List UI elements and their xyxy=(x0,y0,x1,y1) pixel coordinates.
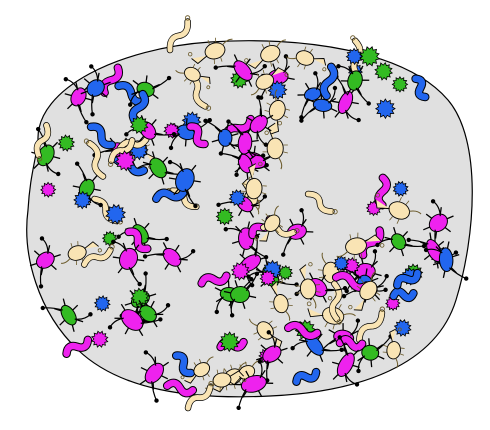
magenta-rod xyxy=(124,227,152,254)
blue-rod xyxy=(389,287,418,303)
cream-phage xyxy=(286,46,327,72)
blue-rod xyxy=(319,62,339,101)
blue-bug xyxy=(423,241,469,281)
cream-phage xyxy=(187,37,233,65)
cream-phage xyxy=(175,63,211,90)
green-bug xyxy=(223,271,260,318)
cream-phage xyxy=(295,262,321,309)
green-bug xyxy=(375,226,427,257)
cream-phage xyxy=(269,278,293,321)
magenta-bug xyxy=(107,303,163,337)
cream-phage xyxy=(382,327,405,369)
magenta-rod xyxy=(284,320,322,341)
cream-worm xyxy=(184,380,214,412)
cream-phage xyxy=(60,241,102,265)
magenta-spiky-coccus xyxy=(114,150,136,172)
cream-phage xyxy=(180,356,214,384)
blue-rod xyxy=(292,367,321,386)
magenta-rod xyxy=(335,334,367,352)
blue-rod xyxy=(171,351,196,378)
green-spiky-coccus xyxy=(374,61,394,81)
blue-spiky-coccus xyxy=(393,319,412,337)
magenta-bug xyxy=(331,335,360,387)
magenta-bug xyxy=(63,77,93,125)
green-spiky-coccus xyxy=(215,207,234,226)
cream-phage xyxy=(204,368,247,392)
cream-phage xyxy=(348,270,381,311)
cream-worm xyxy=(83,138,107,180)
blue-rod xyxy=(114,81,149,107)
cream-worm xyxy=(107,137,136,167)
blue-rod xyxy=(411,74,430,102)
magenta-bug xyxy=(142,242,196,273)
magenta-bug xyxy=(213,54,267,87)
organism-layer xyxy=(29,15,469,412)
blue-bug xyxy=(167,159,201,209)
blue-spiky-coccus xyxy=(93,295,111,313)
magenta-spiky-coccus xyxy=(91,330,109,348)
green-spiky-coccus xyxy=(129,115,149,135)
cream-phage xyxy=(241,161,267,210)
blue-spiky-coccus xyxy=(374,98,396,120)
green-spiky-coccus xyxy=(359,46,380,67)
cream-worm xyxy=(166,15,191,54)
cream-worm xyxy=(356,306,386,344)
blue-bug xyxy=(80,64,111,117)
magenta-spiky-coccus xyxy=(230,261,251,281)
magenta-rod xyxy=(162,378,198,398)
green-spiky-coccus xyxy=(130,287,150,307)
magenta-bug xyxy=(111,239,145,287)
magenta-bug xyxy=(244,95,274,147)
cream-worm xyxy=(304,190,338,215)
blue-rod xyxy=(393,268,422,290)
magenta-rod xyxy=(374,173,391,210)
blue-spiky-coccus xyxy=(333,255,350,272)
magenta-spiky-coccus xyxy=(259,269,277,287)
magenta-rod xyxy=(62,335,93,358)
magenta-bug xyxy=(139,350,170,403)
blue-spiky-coccus xyxy=(105,203,127,225)
blue-spiky-coccus xyxy=(73,190,92,210)
magenta-rod xyxy=(186,122,209,149)
magenta-bug xyxy=(226,119,266,160)
cream-worm xyxy=(33,122,52,162)
blue-bug xyxy=(290,328,344,363)
green-spiky-coccus xyxy=(219,331,240,353)
magenta-spiky-coccus xyxy=(40,181,57,198)
magenta-rod xyxy=(197,271,231,288)
cream-phage xyxy=(244,39,286,70)
blue-spiky-coccus xyxy=(345,47,364,66)
cream-phage xyxy=(254,205,283,242)
cream-phage xyxy=(336,232,385,260)
green-bug xyxy=(336,64,371,106)
blue-rod xyxy=(86,122,116,150)
cream-phage xyxy=(250,67,289,96)
green-spiky-coccus xyxy=(57,134,76,152)
green-spiky-coccus xyxy=(391,76,409,93)
cream-phage xyxy=(264,89,291,135)
magenta-bug xyxy=(29,236,61,289)
green-spiky-coccus xyxy=(277,264,294,281)
blue-spiky-coccus xyxy=(392,180,409,197)
blue-spiky-coccus xyxy=(228,189,247,207)
cream-phage xyxy=(248,318,283,354)
magenta-bug xyxy=(234,359,274,411)
magenta-bug xyxy=(256,330,288,383)
cream-worm xyxy=(81,244,115,268)
green-bug xyxy=(40,298,93,332)
magenta-bug xyxy=(423,199,454,252)
blue-rod xyxy=(152,187,189,204)
blue-bug xyxy=(299,85,338,123)
blue-rod xyxy=(128,89,150,126)
